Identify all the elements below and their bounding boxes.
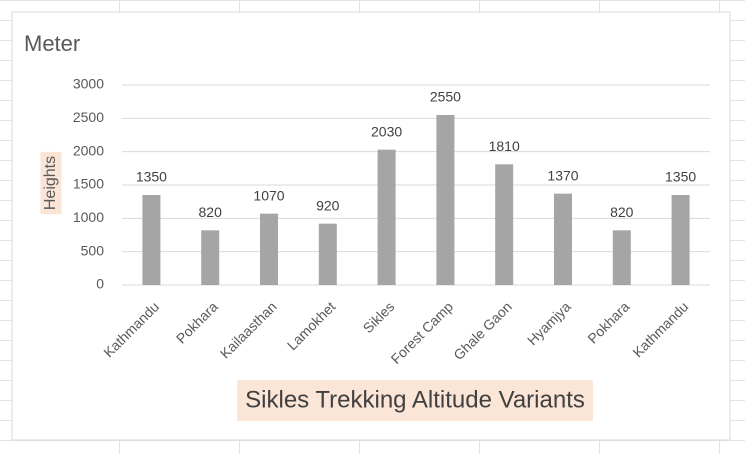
chart-title: Meter bbox=[24, 31, 80, 56]
x-label-bg bbox=[237, 380, 593, 421]
y-tick-label: 3000 bbox=[73, 76, 104, 92]
data-label: 1810 bbox=[489, 138, 520, 154]
x-axis-label: Sikles Trekking Altitude Variants bbox=[245, 386, 585, 413]
bar bbox=[495, 164, 514, 285]
y-tick-label: 1000 bbox=[73, 209, 104, 225]
bar bbox=[612, 230, 631, 285]
data-label: 920 bbox=[316, 197, 340, 213]
data-label: 2550 bbox=[430, 89, 461, 105]
data-label: 820 bbox=[199, 204, 223, 220]
data-label: 1370 bbox=[547, 167, 578, 183]
y-tick-label: 2500 bbox=[73, 109, 104, 125]
bar bbox=[377, 149, 396, 285]
y-tick-label: 0 bbox=[96, 276, 104, 292]
bar bbox=[201, 230, 220, 285]
bar bbox=[671, 195, 690, 285]
y-tick-label: 1500 bbox=[73, 176, 104, 192]
bar bbox=[260, 213, 278, 285]
data-label: 1350 bbox=[665, 169, 696, 185]
data-label: 1070 bbox=[253, 187, 284, 203]
y-tick-label: 500 bbox=[81, 242, 105, 258]
y-label-bg bbox=[40, 151, 62, 215]
bar bbox=[318, 223, 337, 285]
data-label: 820 bbox=[610, 204, 634, 220]
y-axis-label: Heights bbox=[42, 156, 59, 210]
y-tick-label: 2000 bbox=[73, 142, 104, 158]
bar bbox=[142, 195, 161, 285]
bar bbox=[554, 193, 572, 285]
data-label: 1350 bbox=[136, 169, 167, 185]
bar bbox=[436, 115, 455, 285]
data-label: 2030 bbox=[371, 123, 402, 139]
chart-area bbox=[11, 11, 731, 441]
